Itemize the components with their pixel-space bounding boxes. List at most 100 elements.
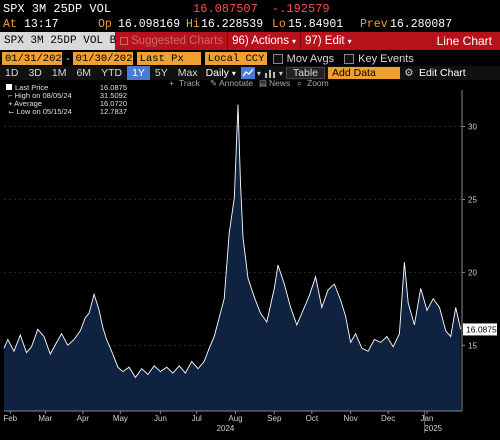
x-tick-label: Dec — [381, 414, 395, 423]
open-label: Op — [98, 18, 112, 31]
chevron-down-icon: ▾ — [347, 36, 352, 46]
legend-last-price: Last Price 16.0875 — [6, 84, 127, 92]
x-tick-label: Nov — [344, 414, 358, 423]
date-separator: - — [66, 52, 70, 65]
legend-average-label: Average — [14, 99, 42, 108]
legend-low-value: 12.7837 — [99, 107, 127, 116]
at-label: At — [3, 18, 17, 31]
period-5y[interactable]: 5Y — [154, 67, 168, 79]
mov-avgs-checkbox[interactable] — [272, 53, 283, 64]
low-marker-icon: ⌙ — [8, 107, 15, 116]
chart-toolbar: + Track ✎ Annotate ▤ News ⌕ Zoom — [0, 77, 500, 89]
legend-high-label: High on 08/05/24 — [14, 91, 72, 100]
y-tick-label: 20 — [468, 268, 477, 277]
actions-menu[interactable]: 96) Actions ▾ — [227, 32, 300, 50]
last-value-tag — [463, 323, 497, 336]
period-ytd[interactable]: YTD — [101, 67, 123, 79]
x-year-label: 2024 — [217, 424, 235, 433]
x-tick-label: Mar — [38, 414, 52, 423]
suggested-charts-button[interactable]: Suggested Charts — [116, 32, 227, 50]
gear-icon[interactable]: ⚙ — [404, 67, 414, 79]
news-icon: ▤ — [259, 77, 268, 88]
track-button[interactable]: Track — [179, 78, 200, 88]
add-data-input[interactable]: Add Data — [328, 67, 401, 79]
line-chart-icon[interactable] — [240, 67, 255, 79]
x-year-label: 2025 — [424, 424, 442, 433]
y-tick-label: 15 — [468, 341, 477, 350]
high-marker-icon: ⌐ — [8, 91, 13, 100]
start-date-input[interactable]: 01/31/2024 — [2, 52, 68, 65]
low-label: Lo — [272, 18, 286, 31]
x-tick-label: Apr — [77, 414, 90, 423]
chevron-down-icon: ▾ — [231, 69, 236, 78]
key-events-checkbox[interactable] — [344, 53, 355, 64]
last-value-tag-label: 16.0875 — [466, 324, 497, 334]
legend-last-price-value: 16.0875 — [99, 83, 127, 92]
end-date-input[interactable]: 01/30/2025 — [72, 52, 139, 65]
at-value: 13:17 — [24, 18, 59, 31]
currency-select[interactable]: Local CCY — [204, 52, 267, 65]
legend-low-label: Low on 05/15/24 — [16, 107, 72, 116]
annotate-button[interactable]: Annotate — [219, 78, 254, 88]
legend-high: ⌐ High on 08/05/24 31.5092 — [6, 92, 127, 100]
chart-type-title: Line Chart — [436, 34, 492, 48]
key-events-label: Key Events — [358, 52, 414, 65]
open-value: 16.098169 — [118, 18, 181, 31]
y-tick-label: 25 — [468, 195, 477, 204]
period-6m[interactable]: 6M — [76, 67, 92, 79]
x-tick-label: Aug — [228, 414, 242, 423]
y-tick-label: 30 — [468, 122, 477, 131]
suggested-charts-icon — [120, 37, 128, 45]
period-1y[interactable]: 1Y — [127, 66, 150, 80]
edit-chart-button[interactable]: Edit Chart — [419, 67, 466, 79]
ticker-label: SPX 3M 25DP VOL — [3, 1, 112, 16]
low-value: 15.84901 — [288, 18, 344, 31]
x-tick-label: Feb — [3, 414, 17, 423]
annotate-icon: ✎ — [210, 77, 218, 88]
net-change-value: -.192579 — [272, 1, 330, 16]
frequency-label: Daily — [205, 67, 229, 79]
period-max[interactable]: Max — [177, 67, 198, 79]
prev-value: 16.280087 — [390, 18, 453, 31]
legend-average: + Average 16.0720 — [6, 100, 127, 108]
x-tick-label: Oct — [306, 414, 319, 423]
track-icon: + — [169, 78, 174, 88]
mov-avgs-label: Mov Avgs — [286, 52, 335, 65]
actions-label: 96) Actions — [232, 35, 289, 47]
series-line — [3, 104, 462, 379]
x-tick-label: Jan — [421, 414, 434, 423]
high-label: Hi — [186, 18, 200, 31]
legend-swatch — [6, 84, 12, 90]
last-price-value: 16.087507 — [193, 1, 258, 16]
menu-bar: SPX 3M 25DP VOL B Suggested Charts 96) A… — [0, 32, 500, 50]
period-1m[interactable]: 1M — [51, 67, 67, 79]
period-1d[interactable]: 1D — [5, 67, 19, 79]
chevron-down-icon[interactable]: ▾ — [256, 68, 261, 78]
x-tick-label: May — [113, 414, 128, 423]
chevron-down-icon[interactable]: ▾ — [278, 68, 283, 78]
input-bar: 01/31/2024 - 01/30/2025 Last Px Local CC… — [0, 51, 500, 66]
chart-legend: Last Price 16.0875 ⌐ High on 08/05/24 31… — [6, 84, 127, 124]
legend-low: ⌙ Low on 05/15/24 12.7837 — [6, 108, 127, 116]
bar-chart-icon[interactable] — [263, 67, 277, 79]
zoom-icon: ⌕ — [297, 77, 302, 88]
frequency-dropdown[interactable]: Daily ▾ — [203, 67, 239, 79]
edit-label: 97) Edit — [304, 35, 345, 47]
suggested-charts-label: Suggested Charts — [131, 35, 224, 47]
legend-last-price-label: Last Price — [15, 83, 49, 92]
security-field[interactable]: SPX 3M 25DP VOL B — [0, 32, 116, 50]
edit-menu[interactable]: 97) Edit ▾ — [299, 32, 356, 50]
chevron-down-icon: ▾ — [291, 36, 296, 46]
legend-average-value: 16.0720 — [99, 99, 127, 108]
period-bar: 1D 3D 1M 6M YTD 1Y 5Y Max Daily ▾ ▾ ▾ Ta… — [0, 66, 500, 80]
field-input[interactable]: Last Px — [136, 52, 201, 65]
quote-header: SPX 3M 25DP VOL 16.087507 -.192579 — [0, 0, 500, 17]
period-3d[interactable]: 3D — [28, 67, 42, 79]
x-tick-label: Sep — [267, 414, 282, 423]
table-button[interactable]: Table — [285, 67, 326, 79]
legend-high-value: 31.5092 — [99, 91, 127, 100]
news-button[interactable]: News — [269, 78, 291, 88]
quote-stats: At 13:17 Op 16.098169 Hi 16.228539 Lo 15… — [0, 17, 500, 32]
zoom-button[interactable]: Zoom — [307, 78, 329, 88]
